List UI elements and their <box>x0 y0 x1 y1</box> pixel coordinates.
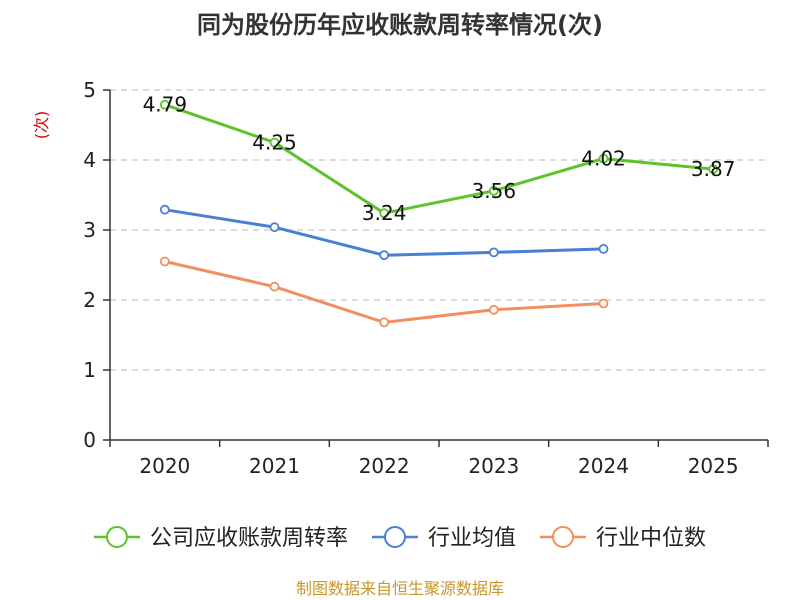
x-tick-label: 2023 <box>468 454 519 478</box>
data-label: 4.79 <box>143 93 188 117</box>
data-point <box>159 99 170 110</box>
legend-label: 行业均值 <box>428 526 516 551</box>
x-tick-label: 2020 <box>139 454 190 478</box>
data-point <box>598 243 609 254</box>
y-tick-label: 1 <box>83 358 96 382</box>
axes <box>103 89 769 447</box>
series-line <box>164 260 604 324</box>
y-tick-label: 2 <box>83 288 96 312</box>
legend-marker <box>552 526 575 548</box>
data-label: 3.56 <box>472 179 517 203</box>
series-1 <box>159 99 719 219</box>
x-tick-label: 2022 <box>359 454 410 478</box>
data-labels: 4.79 4.25 3.24 3.56 4.02 3.87 <box>143 93 736 226</box>
data-point <box>379 208 390 219</box>
x-tick-label: 2021 <box>249 454 300 478</box>
legend-label: 公司应收账款周转率 <box>150 526 348 551</box>
data-point <box>708 164 719 175</box>
data-point <box>598 153 609 164</box>
grid-lines <box>110 89 768 371</box>
data-point <box>379 317 390 328</box>
legend-item-3: 行业中位数 <box>540 526 706 551</box>
x-tick-labels: 2020 2021 2022 2023 2024 2025 <box>139 454 738 478</box>
y-tick-label: 4 <box>83 148 96 172</box>
data-point <box>269 222 280 233</box>
y-tick-labels: 0 1 2 3 4 5 <box>83 78 96 452</box>
data-label: 4.25 <box>252 131 297 155</box>
data-point <box>379 250 390 261</box>
legend-item-1: 公司应收账款周转率 <box>93 526 348 551</box>
data-point <box>269 281 280 292</box>
data-label: 4.02 <box>581 147 626 171</box>
y-tick-label: 0 <box>83 428 96 452</box>
series-2 <box>159 204 609 261</box>
x-tick-label: 2024 <box>578 454 629 478</box>
data-point <box>269 137 280 148</box>
data-point <box>159 256 170 267</box>
legend-marker <box>383 526 406 548</box>
y-axis-label: (次) <box>32 111 51 140</box>
x-tick-label: 2025 <box>688 454 739 478</box>
data-point <box>159 204 170 215</box>
data-label: 3.24 <box>362 201 407 225</box>
source-note: 制图数据来自恒生聚源数据库 <box>296 579 504 598</box>
legend-label: 行业中位数 <box>596 526 706 551</box>
y-tick-label: 3 <box>83 218 96 242</box>
series-line <box>164 103 714 215</box>
series-layer <box>159 99 719 328</box>
data-point <box>488 304 499 315</box>
y-tick-label: 5 <box>83 78 96 102</box>
chart-title: 同为股份历年应收账款周转率情况(次) <box>197 11 603 39</box>
data-point <box>488 185 499 196</box>
data-point <box>488 247 499 258</box>
legend: 公司应收账款周转率 行业均值 行业中位数 <box>93 526 706 551</box>
series-3 <box>159 256 609 328</box>
data-point <box>598 298 609 309</box>
data-label: 3.87 <box>691 157 736 181</box>
legend-item-2: 行业均值 <box>371 526 516 551</box>
legend-marker <box>105 526 128 548</box>
